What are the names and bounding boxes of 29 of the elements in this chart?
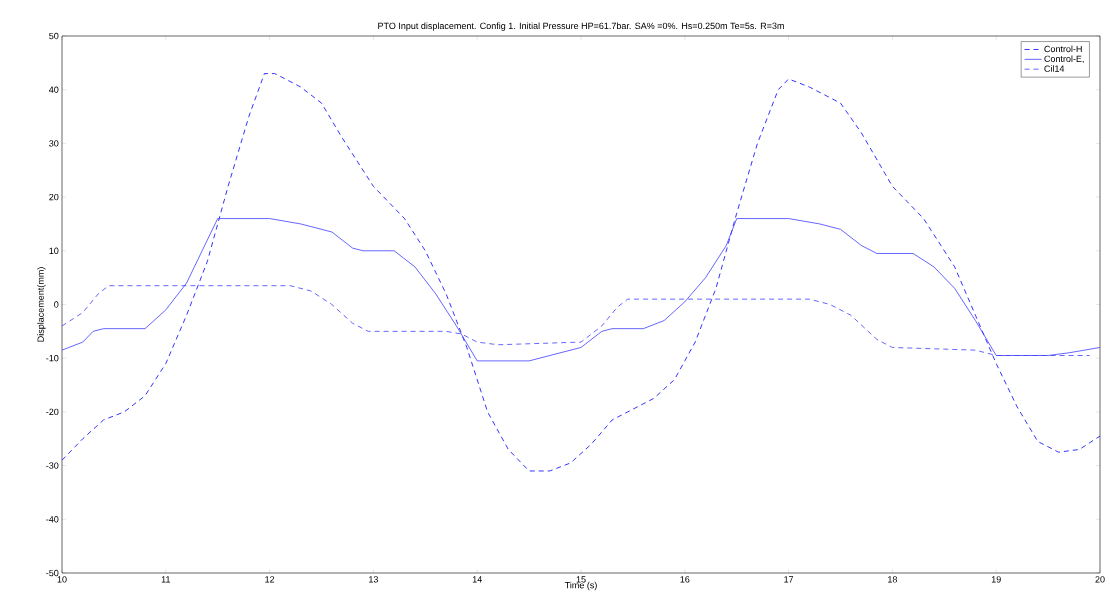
x-tick-label: 18 (888, 576, 898, 583)
x-tick-label: 14 (472, 576, 482, 583)
y-tick-label: 20 (49, 193, 59, 201)
x-tick-label: 13 (369, 576, 379, 583)
y-tick-label: -50 (46, 569, 59, 577)
x-tick-label: 19 (991, 576, 1001, 583)
line-series (62, 218, 1101, 362)
y-tick-label: 10 (49, 247, 59, 254)
x-tick-label: 15 (576, 576, 586, 583)
chart-title: PTO Input displacement. Config 1. Initial Pressure HP=61.7bar. SA% =0%. Hs=0.250m Te=5s. R=3m (378, 22, 784, 31)
x-tick-label: 16 (680, 576, 690, 583)
legend-label: Control-H (1044, 45, 1082, 53)
y-tick-label: -20 (46, 408, 59, 416)
x-tick-label: 10 (57, 576, 67, 583)
legend-label: Control-E, (1044, 55, 1084, 64)
x-tick-label: 20 (1095, 576, 1105, 583)
y-tick-label: 0 (54, 301, 59, 308)
x-tick-label: 11 (161, 576, 171, 583)
legend-label: Cil14 (1044, 65, 1065, 72)
y-tick-label: -10 (46, 355, 59, 362)
y-axis-title: Displacement(mm) (37, 267, 46, 342)
y-tick-label: -30 (46, 462, 59, 469)
y-tick-label: 50 (49, 32, 59, 40)
line-series (62, 73, 1101, 472)
x-tick-label: 12 (265, 576, 275, 583)
y-tick-label: 30 (49, 140, 59, 147)
y-tick-label: 40 (48, 86, 59, 93)
y-tick-label: -40 (46, 516, 59, 523)
x-tick-label: 17 (784, 576, 794, 583)
